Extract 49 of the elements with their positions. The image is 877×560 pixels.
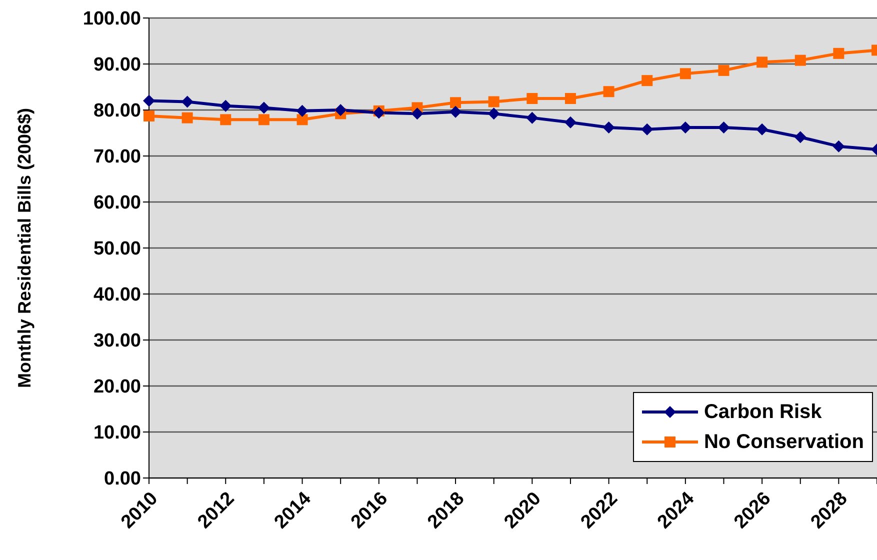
point <box>411 108 424 120</box>
point <box>334 104 347 116</box>
point <box>182 112 193 124</box>
legend-label: Carbon Risk <box>704 400 822 424</box>
point <box>718 121 730 134</box>
point <box>258 114 270 126</box>
point <box>220 100 232 112</box>
point <box>372 106 385 119</box>
y-tick-label: 40.00 <box>93 284 141 306</box>
y-tick-label: 100.00 <box>82 8 141 30</box>
point <box>296 114 308 126</box>
point <box>181 96 194 108</box>
point <box>833 48 844 59</box>
point <box>564 116 576 128</box>
point <box>143 94 155 107</box>
point <box>526 93 538 104</box>
point <box>680 68 691 80</box>
y-tick-label: 50.00 <box>93 238 141 260</box>
y-tick-label: 10.00 <box>93 422 141 444</box>
legend-label: No Conservation <box>704 430 864 454</box>
point <box>679 121 692 134</box>
y-tick-label: 0.00 <box>104 468 141 490</box>
point <box>296 104 308 117</box>
point <box>144 110 154 122</box>
point <box>220 114 232 126</box>
point <box>832 140 845 152</box>
point <box>756 56 768 68</box>
y-tick-label: 90.00 <box>93 54 141 76</box>
point <box>794 131 806 144</box>
point <box>756 123 768 136</box>
y-tick-label: 20.00 <box>93 376 141 398</box>
y-tick-label: 70.00 <box>93 146 141 168</box>
point <box>718 64 730 76</box>
y-tick-label: 60.00 <box>93 192 141 214</box>
point <box>526 112 538 124</box>
point <box>603 86 614 98</box>
point <box>450 106 462 118</box>
point <box>488 108 500 120</box>
point <box>488 96 500 108</box>
point <box>641 123 654 136</box>
point <box>450 97 462 108</box>
y-tick-label: 30.00 <box>93 330 141 352</box>
point <box>258 102 270 114</box>
point <box>642 75 653 86</box>
point <box>602 121 615 134</box>
y-tick-label: 80.00 <box>93 100 141 122</box>
y-axis-title: Monthly Residential Bills (2006$) <box>14 108 34 388</box>
point <box>794 54 806 66</box>
point <box>564 93 576 104</box>
